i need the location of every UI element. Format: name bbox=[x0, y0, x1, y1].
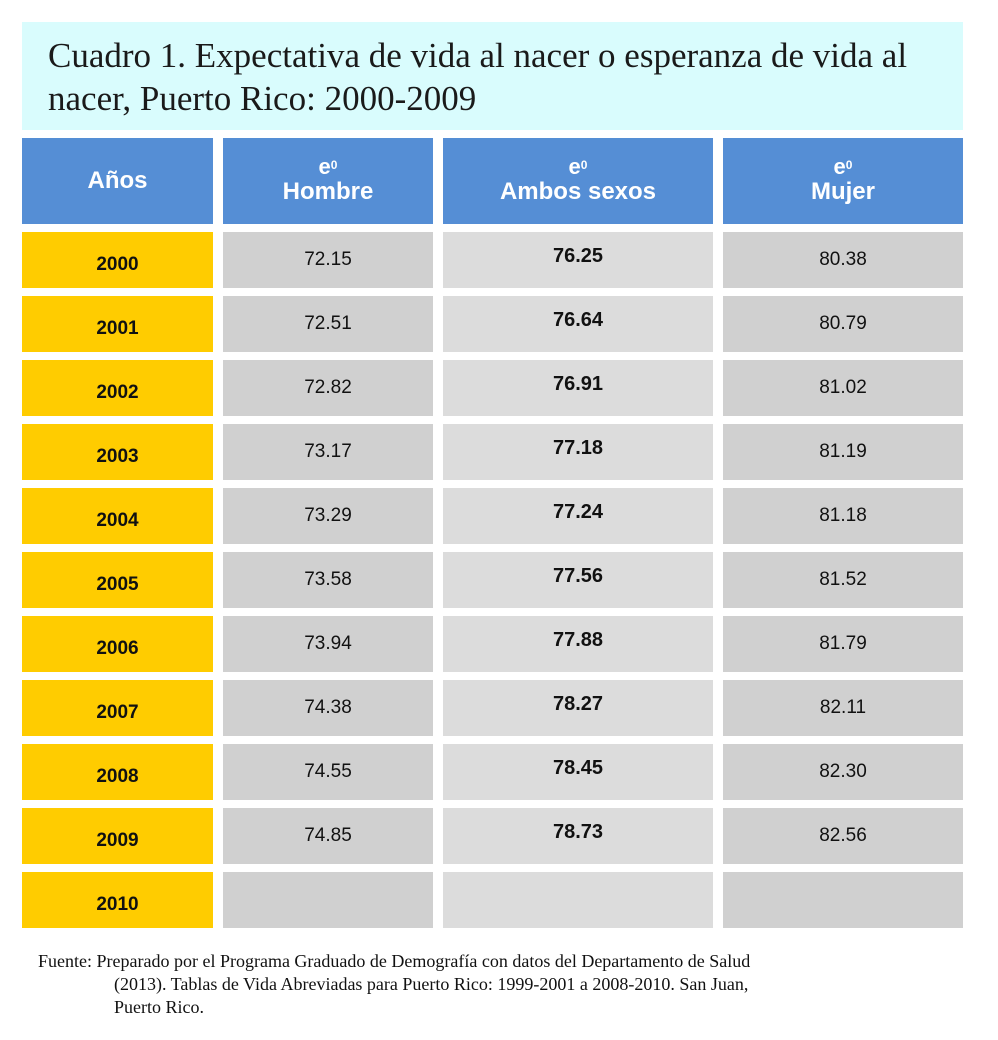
ambos-sexos-cell: 77.56 bbox=[443, 552, 713, 608]
header-hombre-symbol: e0 bbox=[318, 154, 338, 179]
ambos-sexos-cell: 77.18 bbox=[443, 424, 713, 480]
mujer-cell: 81.19 bbox=[723, 424, 963, 480]
year-cell: 2004 bbox=[22, 488, 213, 544]
ambos-sexos-cell: 76.25 bbox=[443, 232, 713, 288]
year-cell: 2007 bbox=[22, 680, 213, 736]
year-cell: 2001 bbox=[22, 296, 213, 352]
mujer-cell: 82.11 bbox=[723, 680, 963, 736]
table-row: 2009 74.85 78.73 82.56 bbox=[22, 808, 963, 864]
mujer-cell bbox=[723, 872, 963, 928]
ambos-sexos-cell: 76.91 bbox=[443, 360, 713, 416]
header-hombre-label: Hombre bbox=[282, 178, 374, 205]
table-row: 2004 73.29 77.24 81.18 bbox=[22, 488, 963, 544]
table-row: 2003 73.17 77.18 81.19 bbox=[22, 424, 963, 480]
mujer-cell: 81.79 bbox=[723, 616, 963, 672]
header-mujer: e0 Mujer bbox=[723, 138, 963, 224]
page-title: Cuadro 1. Expectativa de vida al nacer o… bbox=[48, 36, 908, 118]
table-row: 2001 72.51 76.64 80.79 bbox=[22, 296, 963, 352]
hombre-cell: 72.15 bbox=[223, 232, 433, 288]
year-cell: 2008 bbox=[22, 744, 213, 800]
life-expectancy-table: Años e0 Hombre e0 Ambos sexos e0 Mujer 2… bbox=[22, 138, 963, 936]
table-row: 2010 bbox=[22, 872, 963, 928]
year-cell: 2009 bbox=[22, 808, 213, 864]
hombre-cell: 73.17 bbox=[223, 424, 433, 480]
table-row: 2007 74.38 78.27 82.11 bbox=[22, 680, 963, 736]
hombre-cell: 73.29 bbox=[223, 488, 433, 544]
source-note: Fuente: Preparado por el Programa Gradua… bbox=[38, 950, 938, 1019]
hombre-cell: 74.38 bbox=[223, 680, 433, 736]
table-row: 2008 74.55 78.45 82.30 bbox=[22, 744, 963, 800]
source-label: Fuente: bbox=[38, 951, 92, 971]
mujer-cell: 81.02 bbox=[723, 360, 963, 416]
header-mujer-label: Mujer bbox=[810, 178, 875, 205]
table-row: 2006 73.94 77.88 81.79 bbox=[22, 616, 963, 672]
header-anos: Años bbox=[22, 138, 213, 224]
hombre-cell: 74.55 bbox=[223, 744, 433, 800]
mujer-cell: 81.18 bbox=[723, 488, 963, 544]
year-cell: 2006 bbox=[22, 616, 213, 672]
title-box: Cuadro 1. Expectativa de vida al nacer o… bbox=[22, 22, 963, 130]
mujer-cell: 80.38 bbox=[723, 232, 963, 288]
mujer-cell: 81.52 bbox=[723, 552, 963, 608]
header-mujer-symbol: e0 bbox=[833, 154, 853, 179]
header-ambos-symbol: e0 bbox=[568, 154, 588, 179]
ambos-sexos-cell: 78.27 bbox=[443, 680, 713, 736]
mujer-cell: 80.79 bbox=[723, 296, 963, 352]
hombre-cell: 72.82 bbox=[223, 360, 433, 416]
year-cell: 2002 bbox=[22, 360, 213, 416]
header-hombre: e0 Hombre bbox=[223, 138, 433, 224]
ambos-sexos-cell: 78.45 bbox=[443, 744, 713, 800]
hombre-cell: 73.58 bbox=[223, 552, 433, 608]
table-row: 2002 72.82 76.91 81.02 bbox=[22, 360, 963, 416]
hombre-cell: 73.94 bbox=[223, 616, 433, 672]
source-line-2: (2013). Tablas de Vida Abreviadas para P… bbox=[114, 974, 749, 994]
header-ambos-sexos: e0 Ambos sexos bbox=[443, 138, 713, 224]
hombre-cell: 72.51 bbox=[223, 296, 433, 352]
header-anos-label: Años bbox=[87, 167, 148, 194]
mujer-cell: 82.30 bbox=[723, 744, 963, 800]
year-cell: 2000 bbox=[22, 232, 213, 288]
header-ambos-label: Ambos sexos bbox=[499, 178, 657, 205]
hombre-cell: 74.85 bbox=[223, 808, 433, 864]
ambos-sexos-cell: 76.64 bbox=[443, 296, 713, 352]
ambos-sexos-cell: 77.24 bbox=[443, 488, 713, 544]
table-row: 2000 72.15 76.25 80.38 bbox=[22, 232, 963, 288]
hombre-cell bbox=[223, 872, 433, 928]
mujer-cell: 82.56 bbox=[723, 808, 963, 864]
ambos-sexos-cell: 78.73 bbox=[443, 808, 713, 864]
year-cell: 2005 bbox=[22, 552, 213, 608]
table-header-row: Años e0 Hombre e0 Ambos sexos e0 Mujer bbox=[22, 138, 963, 224]
table-body: 2000 72.15 76.25 80.38 2001 72.51 76.64 80.79 20… bbox=[22, 232, 963, 928]
source-line-3: Puerto Rico. bbox=[114, 997, 204, 1017]
table-row: 2005 73.58 77.56 81.52 bbox=[22, 552, 963, 608]
ambos-sexos-cell bbox=[443, 872, 713, 928]
year-cell: 2003 bbox=[22, 424, 213, 480]
ambos-sexos-cell: 77.88 bbox=[443, 616, 713, 672]
year-cell: 2010 bbox=[22, 872, 213, 928]
source-line-1: Preparado por el Programa Graduado de De… bbox=[96, 951, 751, 971]
